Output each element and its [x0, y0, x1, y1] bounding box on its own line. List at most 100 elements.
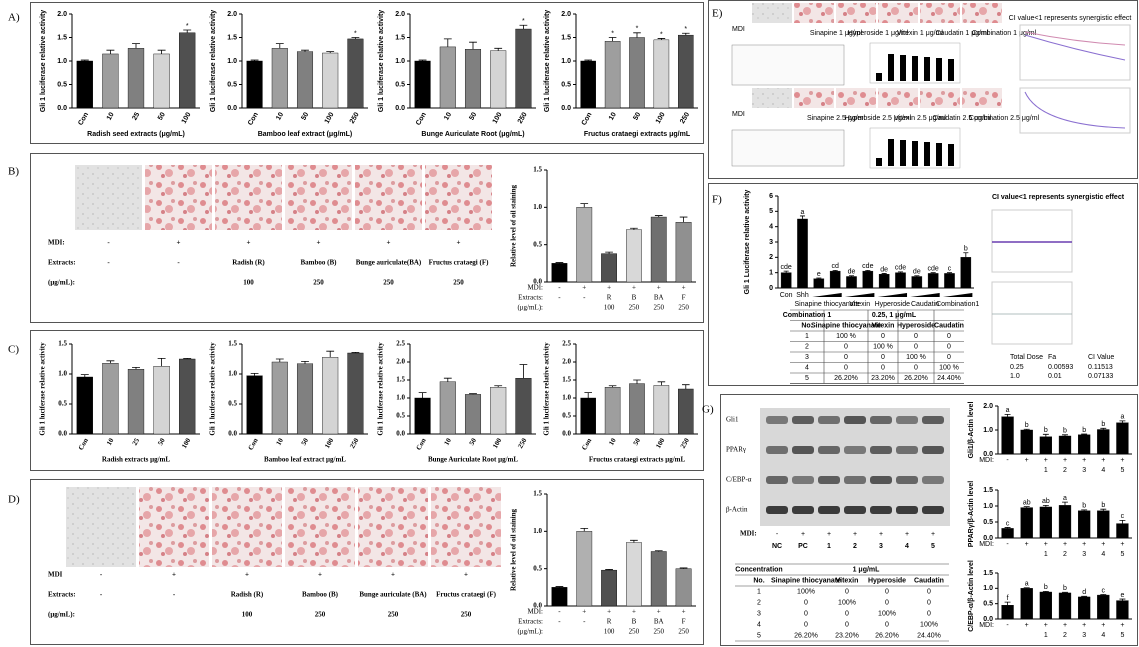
significance-label: b — [1082, 427, 1086, 434]
y-tick-label: 1.5 — [58, 340, 67, 348]
x-tick-label: Con — [415, 111, 428, 126]
row-item: - — [100, 571, 103, 579]
bar — [797, 218, 808, 289]
x-tick-label: 250 — [679, 111, 691, 125]
bar — [895, 272, 906, 289]
x-row-item: + — [582, 284, 586, 292]
lane-label: 2 — [853, 543, 857, 550]
significance-label: b — [1063, 428, 1067, 435]
bar — [439, 46, 456, 109]
table-cell: 26.20% — [904, 375, 928, 382]
bar — [347, 38, 364, 109]
bar — [1078, 510, 1091, 539]
row-item: Hyperoside 2.5 μg/ml — [845, 115, 912, 122]
table-cell: 0 — [881, 354, 885, 361]
x-row-item: 5 — [1120, 632, 1124, 639]
x-tick-label: 10 — [607, 436, 618, 446]
y-tick-label: 0 — [769, 285, 773, 292]
row-item: 250 — [453, 279, 464, 287]
table-cell: 0 — [845, 621, 849, 628]
blot-band — [818, 476, 840, 484]
x-axis-label: Bunge Auriculate Root (μg/mL) — [421, 131, 524, 138]
y-tick-label: 1.0 — [562, 394, 571, 402]
row-item: + — [318, 571, 322, 579]
bar — [675, 568, 692, 607]
error-bar — [633, 32, 641, 38]
error-bar — [157, 49, 166, 54]
significance-label: b — [1101, 421, 1105, 428]
blot-band — [766, 416, 788, 424]
ci-cell: 0.25 — [1010, 364, 1024, 371]
x-tick-label: 100 — [655, 111, 667, 125]
bar — [1001, 528, 1014, 539]
lane-mdi: + — [931, 531, 935, 538]
error-bar — [183, 29, 192, 33]
table-title: Concentration — [735, 566, 782, 573]
y-axis-label: Relative level of oil staining — [510, 184, 518, 267]
significance-label: ab — [1023, 499, 1031, 506]
error-bar — [494, 385, 503, 388]
micrograph — [794, 3, 834, 23]
significance-label: c — [948, 266, 952, 273]
bar — [629, 37, 645, 109]
bar-chart: Gli 1 luciferase relative activity 0.0 0.5… — [544, 10, 698, 138]
x-tick-label: Con — [780, 292, 793, 299]
significance-label: * — [354, 30, 357, 37]
y-tick-label: 0.5 — [57, 81, 67, 88]
error-bar — [799, 215, 806, 219]
bar — [322, 357, 339, 435]
blot-band — [818, 446, 840, 454]
bar — [580, 397, 596, 435]
row-item: Combination 1 μg/ml — [972, 30, 1037, 37]
x-axis-label: Fructus crataegi extracts μg/mL — [589, 456, 686, 464]
mini-bar — [876, 73, 882, 81]
error-bar — [157, 358, 166, 367]
x-tick-label: 50 — [300, 436, 311, 446]
table-cell: 2 — [805, 344, 809, 351]
ci-header: Fa — [1048, 354, 1056, 361]
mini-bar — [936, 58, 942, 81]
dose-wedge — [942, 293, 973, 297]
bar — [464, 394, 482, 435]
bar — [246, 375, 263, 435]
bar — [629, 383, 645, 435]
bar — [246, 60, 263, 109]
bar — [911, 276, 923, 289]
bar-chart: Gli 1 luciferase relative activity 0.0 0.5… — [39, 340, 200, 464]
significance-label: ab — [1042, 498, 1050, 505]
bar — [1058, 592, 1072, 620]
y-tick-label: 1.0 — [228, 370, 237, 378]
x-tick-label: Con — [415, 437, 428, 452]
bar — [464, 49, 482, 109]
ci-cell: 1.0 — [1010, 373, 1020, 380]
dose-wedge — [877, 293, 908, 297]
x-tick-label: Con — [77, 111, 90, 126]
x-tick-label: 50 — [157, 111, 167, 121]
x-row-item: B — [632, 618, 637, 626]
bar — [813, 278, 825, 289]
bar — [653, 39, 670, 109]
y-tick-label: 1.0 — [983, 503, 993, 510]
error-bar — [865, 269, 871, 272]
y-tick-label: 2.0 — [227, 11, 237, 18]
error-bar — [1062, 434, 1068, 436]
ci-plot — [991, 209, 1073, 273]
x-row-item: - — [558, 608, 561, 616]
error-bar — [1119, 520, 1126, 524]
x-row-item: + — [632, 608, 636, 616]
lane-label: 3 — [879, 543, 883, 550]
error-bar — [351, 37, 360, 39]
mini-table — [731, 44, 845, 86]
blot-band — [870, 476, 892, 484]
x-row-item: - — [558, 618, 561, 626]
x-row-label: MDI: — [979, 457, 994, 464]
error-bar — [682, 384, 690, 389]
blot-band — [844, 416, 866, 424]
table-title: Combination 1 — [783, 312, 832, 319]
table-cell: No. — [801, 323, 812, 330]
blot-band — [896, 506, 918, 514]
error-bar — [584, 392, 592, 398]
x-row-item: + — [1063, 541, 1067, 548]
x-row-item: B — [632, 294, 637, 302]
micrograph — [285, 165, 352, 230]
